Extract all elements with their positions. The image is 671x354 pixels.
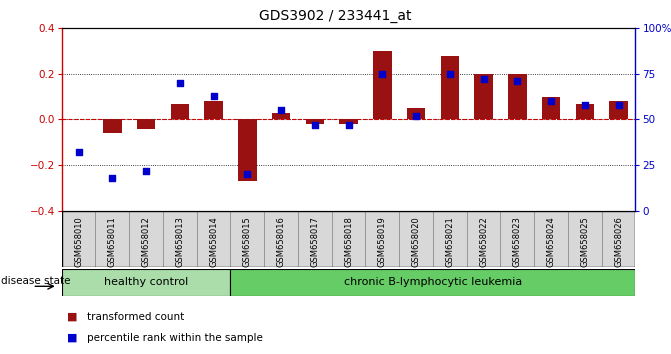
Point	[242, 171, 253, 177]
Text: GSM658020: GSM658020	[411, 216, 421, 267]
Text: GSM658017: GSM658017	[310, 216, 319, 267]
Bar	[474, 74, 493, 120]
Bar	[568, 211, 602, 267]
Point	[512, 78, 523, 84]
Bar	[264, 211, 298, 267]
Text: percentile rank within the sample: percentile rank within the sample	[87, 333, 263, 343]
Text: GSM658021: GSM658021	[446, 216, 454, 267]
Text: GSM658015: GSM658015	[243, 216, 252, 267]
Text: GSM658022: GSM658022	[479, 216, 488, 267]
Text: GSM658019: GSM658019	[378, 216, 387, 267]
Point	[73, 149, 84, 155]
Point	[613, 102, 624, 108]
Bar	[305, 120, 324, 124]
Bar	[541, 97, 560, 120]
Bar	[602, 211, 635, 267]
Bar	[576, 103, 594, 120]
Bar	[467, 211, 501, 267]
Bar	[373, 51, 392, 120]
Point	[208, 93, 219, 99]
Bar	[501, 211, 534, 267]
Text: ■: ■	[67, 312, 78, 322]
Point	[344, 122, 354, 128]
Text: GSM658024: GSM658024	[547, 216, 556, 267]
Bar	[407, 108, 425, 120]
Point	[174, 80, 185, 86]
Point	[141, 168, 152, 173]
Bar	[95, 211, 130, 267]
Text: GSM658023: GSM658023	[513, 216, 522, 267]
Text: healthy control: healthy control	[104, 277, 189, 287]
Text: GSM658026: GSM658026	[614, 216, 623, 267]
Bar	[441, 56, 459, 120]
Point	[411, 113, 421, 119]
Point	[276, 108, 287, 113]
Bar	[230, 211, 264, 267]
Bar	[230, 269, 635, 296]
Point	[478, 76, 489, 82]
Text: chronic B-lymphocytic leukemia: chronic B-lymphocytic leukemia	[344, 277, 522, 287]
Bar	[433, 211, 467, 267]
Bar	[130, 211, 163, 267]
Bar	[62, 211, 95, 267]
Bar	[340, 120, 358, 124]
Bar	[534, 211, 568, 267]
Bar	[298, 211, 331, 267]
Bar	[272, 113, 291, 120]
Point	[444, 71, 455, 77]
Bar	[197, 211, 230, 267]
Bar	[331, 211, 366, 267]
Text: GSM658012: GSM658012	[142, 216, 150, 267]
Text: GSM658018: GSM658018	[344, 216, 353, 267]
Bar	[103, 120, 121, 133]
Text: disease state: disease state	[1, 276, 71, 286]
Point	[546, 98, 556, 104]
Bar	[62, 269, 230, 296]
Text: GDS3902 / 233441_at: GDS3902 / 233441_at	[259, 9, 412, 23]
Point	[377, 71, 388, 77]
Bar	[366, 211, 399, 267]
Text: ■: ■	[67, 333, 78, 343]
Bar	[170, 103, 189, 120]
Text: GSM658010: GSM658010	[74, 216, 83, 267]
Bar	[163, 211, 197, 267]
Text: GSM658014: GSM658014	[209, 216, 218, 267]
Text: GSM658011: GSM658011	[108, 216, 117, 267]
Bar	[238, 120, 256, 181]
Bar	[204, 101, 223, 120]
Point	[107, 175, 117, 181]
Point	[309, 122, 320, 128]
Bar	[508, 74, 527, 120]
Text: GSM658025: GSM658025	[580, 216, 589, 267]
Point	[580, 102, 590, 108]
Bar	[609, 101, 628, 120]
Bar	[137, 120, 156, 129]
Text: transformed count: transformed count	[87, 312, 185, 322]
Bar	[399, 211, 433, 267]
Text: GSM658013: GSM658013	[175, 216, 185, 267]
Text: GSM658016: GSM658016	[276, 216, 286, 267]
